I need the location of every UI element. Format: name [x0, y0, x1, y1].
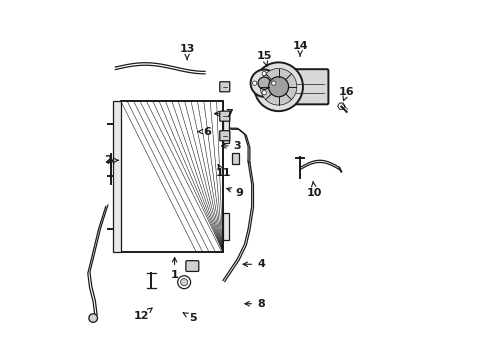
- Text: 3: 3: [221, 141, 241, 151]
- Bar: [113, 101, 121, 252]
- Circle shape: [268, 77, 288, 97]
- Circle shape: [262, 91, 266, 95]
- FancyBboxPatch shape: [219, 111, 229, 121]
- Circle shape: [271, 81, 275, 85]
- Text: 9: 9: [226, 188, 243, 198]
- Circle shape: [260, 68, 296, 105]
- Text: 8: 8: [244, 299, 264, 309]
- Text: 10: 10: [306, 182, 322, 198]
- Bar: [231, 153, 239, 164]
- FancyBboxPatch shape: [291, 69, 328, 104]
- Text: 16: 16: [338, 87, 354, 101]
- Circle shape: [258, 77, 270, 89]
- Text: 2: 2: [104, 155, 118, 165]
- Bar: [223, 212, 229, 240]
- Text: 6: 6: [197, 127, 211, 136]
- Text: 5: 5: [183, 313, 196, 323]
- Text: 12: 12: [134, 308, 152, 321]
- Circle shape: [177, 276, 190, 289]
- Circle shape: [254, 62, 303, 111]
- Circle shape: [250, 69, 277, 97]
- Circle shape: [180, 279, 187, 286]
- Text: 14: 14: [292, 41, 307, 56]
- Text: 4: 4: [243, 259, 264, 269]
- FancyBboxPatch shape: [219, 131, 229, 141]
- Circle shape: [89, 314, 97, 322]
- FancyBboxPatch shape: [185, 261, 198, 271]
- Bar: [121, 101, 223, 252]
- Text: 11: 11: [215, 165, 230, 178]
- Circle shape: [252, 81, 256, 85]
- Text: 1: 1: [170, 257, 178, 280]
- Text: 7: 7: [214, 109, 232, 119]
- Bar: [223, 116, 229, 143]
- Text: 15: 15: [256, 51, 271, 67]
- FancyBboxPatch shape: [219, 82, 229, 92]
- Circle shape: [262, 72, 266, 76]
- Text: 13: 13: [179, 44, 194, 60]
- Bar: [121, 101, 223, 252]
